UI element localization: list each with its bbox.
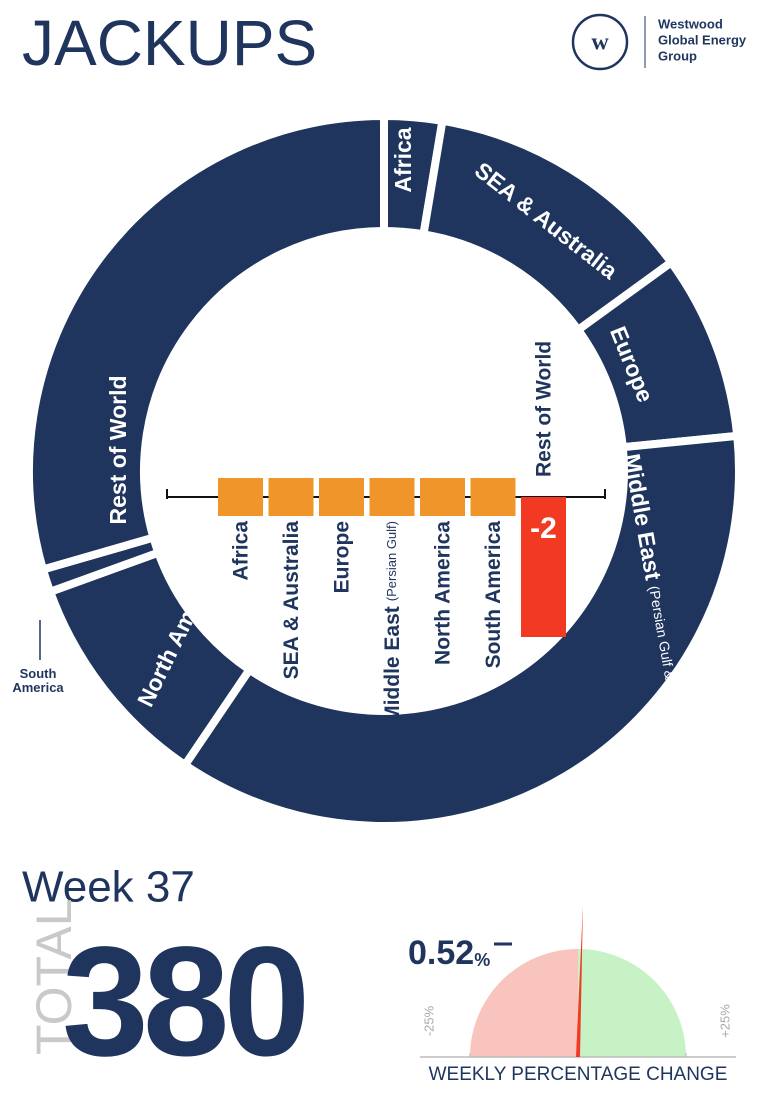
zero-marker xyxy=(369,478,415,516)
zero-marker xyxy=(268,478,314,516)
zero-marker xyxy=(218,478,263,516)
category-label: Europe xyxy=(330,521,353,593)
logo-text: Westwood xyxy=(658,16,723,31)
segment-name: Rest of World xyxy=(105,375,131,524)
category-name: Africa xyxy=(229,521,252,581)
gauge-value: 0.52% xyxy=(408,934,490,972)
gauge-needle xyxy=(576,905,583,1057)
category-note: (Persian Gulf) xyxy=(384,521,399,601)
page-title: JACKUPS xyxy=(22,7,317,79)
category-name: Rest of World xyxy=(532,341,555,477)
week-label: Week 37 xyxy=(22,863,195,912)
segment-label: Rest of World xyxy=(105,375,131,524)
gauge-positive xyxy=(578,949,686,1057)
bar xyxy=(521,497,566,637)
data-label: -2 xyxy=(530,512,557,545)
logo-mark xyxy=(571,13,629,71)
gauge-negative xyxy=(470,949,578,1057)
category-name: Middle East xyxy=(381,606,404,723)
zero-marker xyxy=(319,478,364,516)
category-label: North America xyxy=(431,521,454,665)
total-value: 380 xyxy=(62,915,305,1089)
total-label: TOTAL xyxy=(26,898,82,1055)
gauge-tick-label: -25% xyxy=(421,1005,436,1036)
category-name: North America xyxy=(431,521,454,665)
gauge-tick-label: +25% xyxy=(717,1004,732,1038)
category-name: SEA & Australia xyxy=(280,521,303,680)
segment-label: South America xyxy=(12,666,64,695)
category-label: Africa xyxy=(229,521,252,581)
donut-segment xyxy=(25,111,388,575)
segment-name: Africa xyxy=(390,127,416,192)
category-label: South America xyxy=(482,521,505,669)
category-label: SEA & Australia xyxy=(280,521,303,680)
category-name: Europe xyxy=(330,521,353,593)
gauge-title: WEEKLY PERCENTAGE CHANGE xyxy=(429,1064,728,1085)
category-label: Rest of World xyxy=(532,341,555,477)
category-name: South America xyxy=(482,521,505,669)
logo-text: Global Energy xyxy=(658,32,747,47)
zero-marker xyxy=(420,478,465,516)
segment-label: Africa xyxy=(390,127,416,192)
category-label: Middle East (Persian Gulf) xyxy=(381,521,404,723)
zero-marker xyxy=(470,478,516,516)
logo-letter: w xyxy=(591,30,609,56)
donut-segment xyxy=(179,431,743,830)
logo-text: Group xyxy=(658,48,697,63)
gauge-value-number: 0.52 xyxy=(408,934,474,972)
gauge-value-unit: % xyxy=(474,950,490,970)
